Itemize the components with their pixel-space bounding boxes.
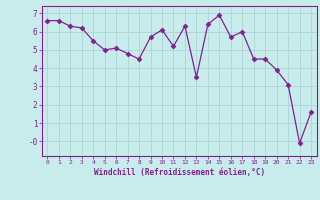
X-axis label: Windchill (Refroidissement éolien,°C): Windchill (Refroidissement éolien,°C) xyxy=(94,168,265,177)
